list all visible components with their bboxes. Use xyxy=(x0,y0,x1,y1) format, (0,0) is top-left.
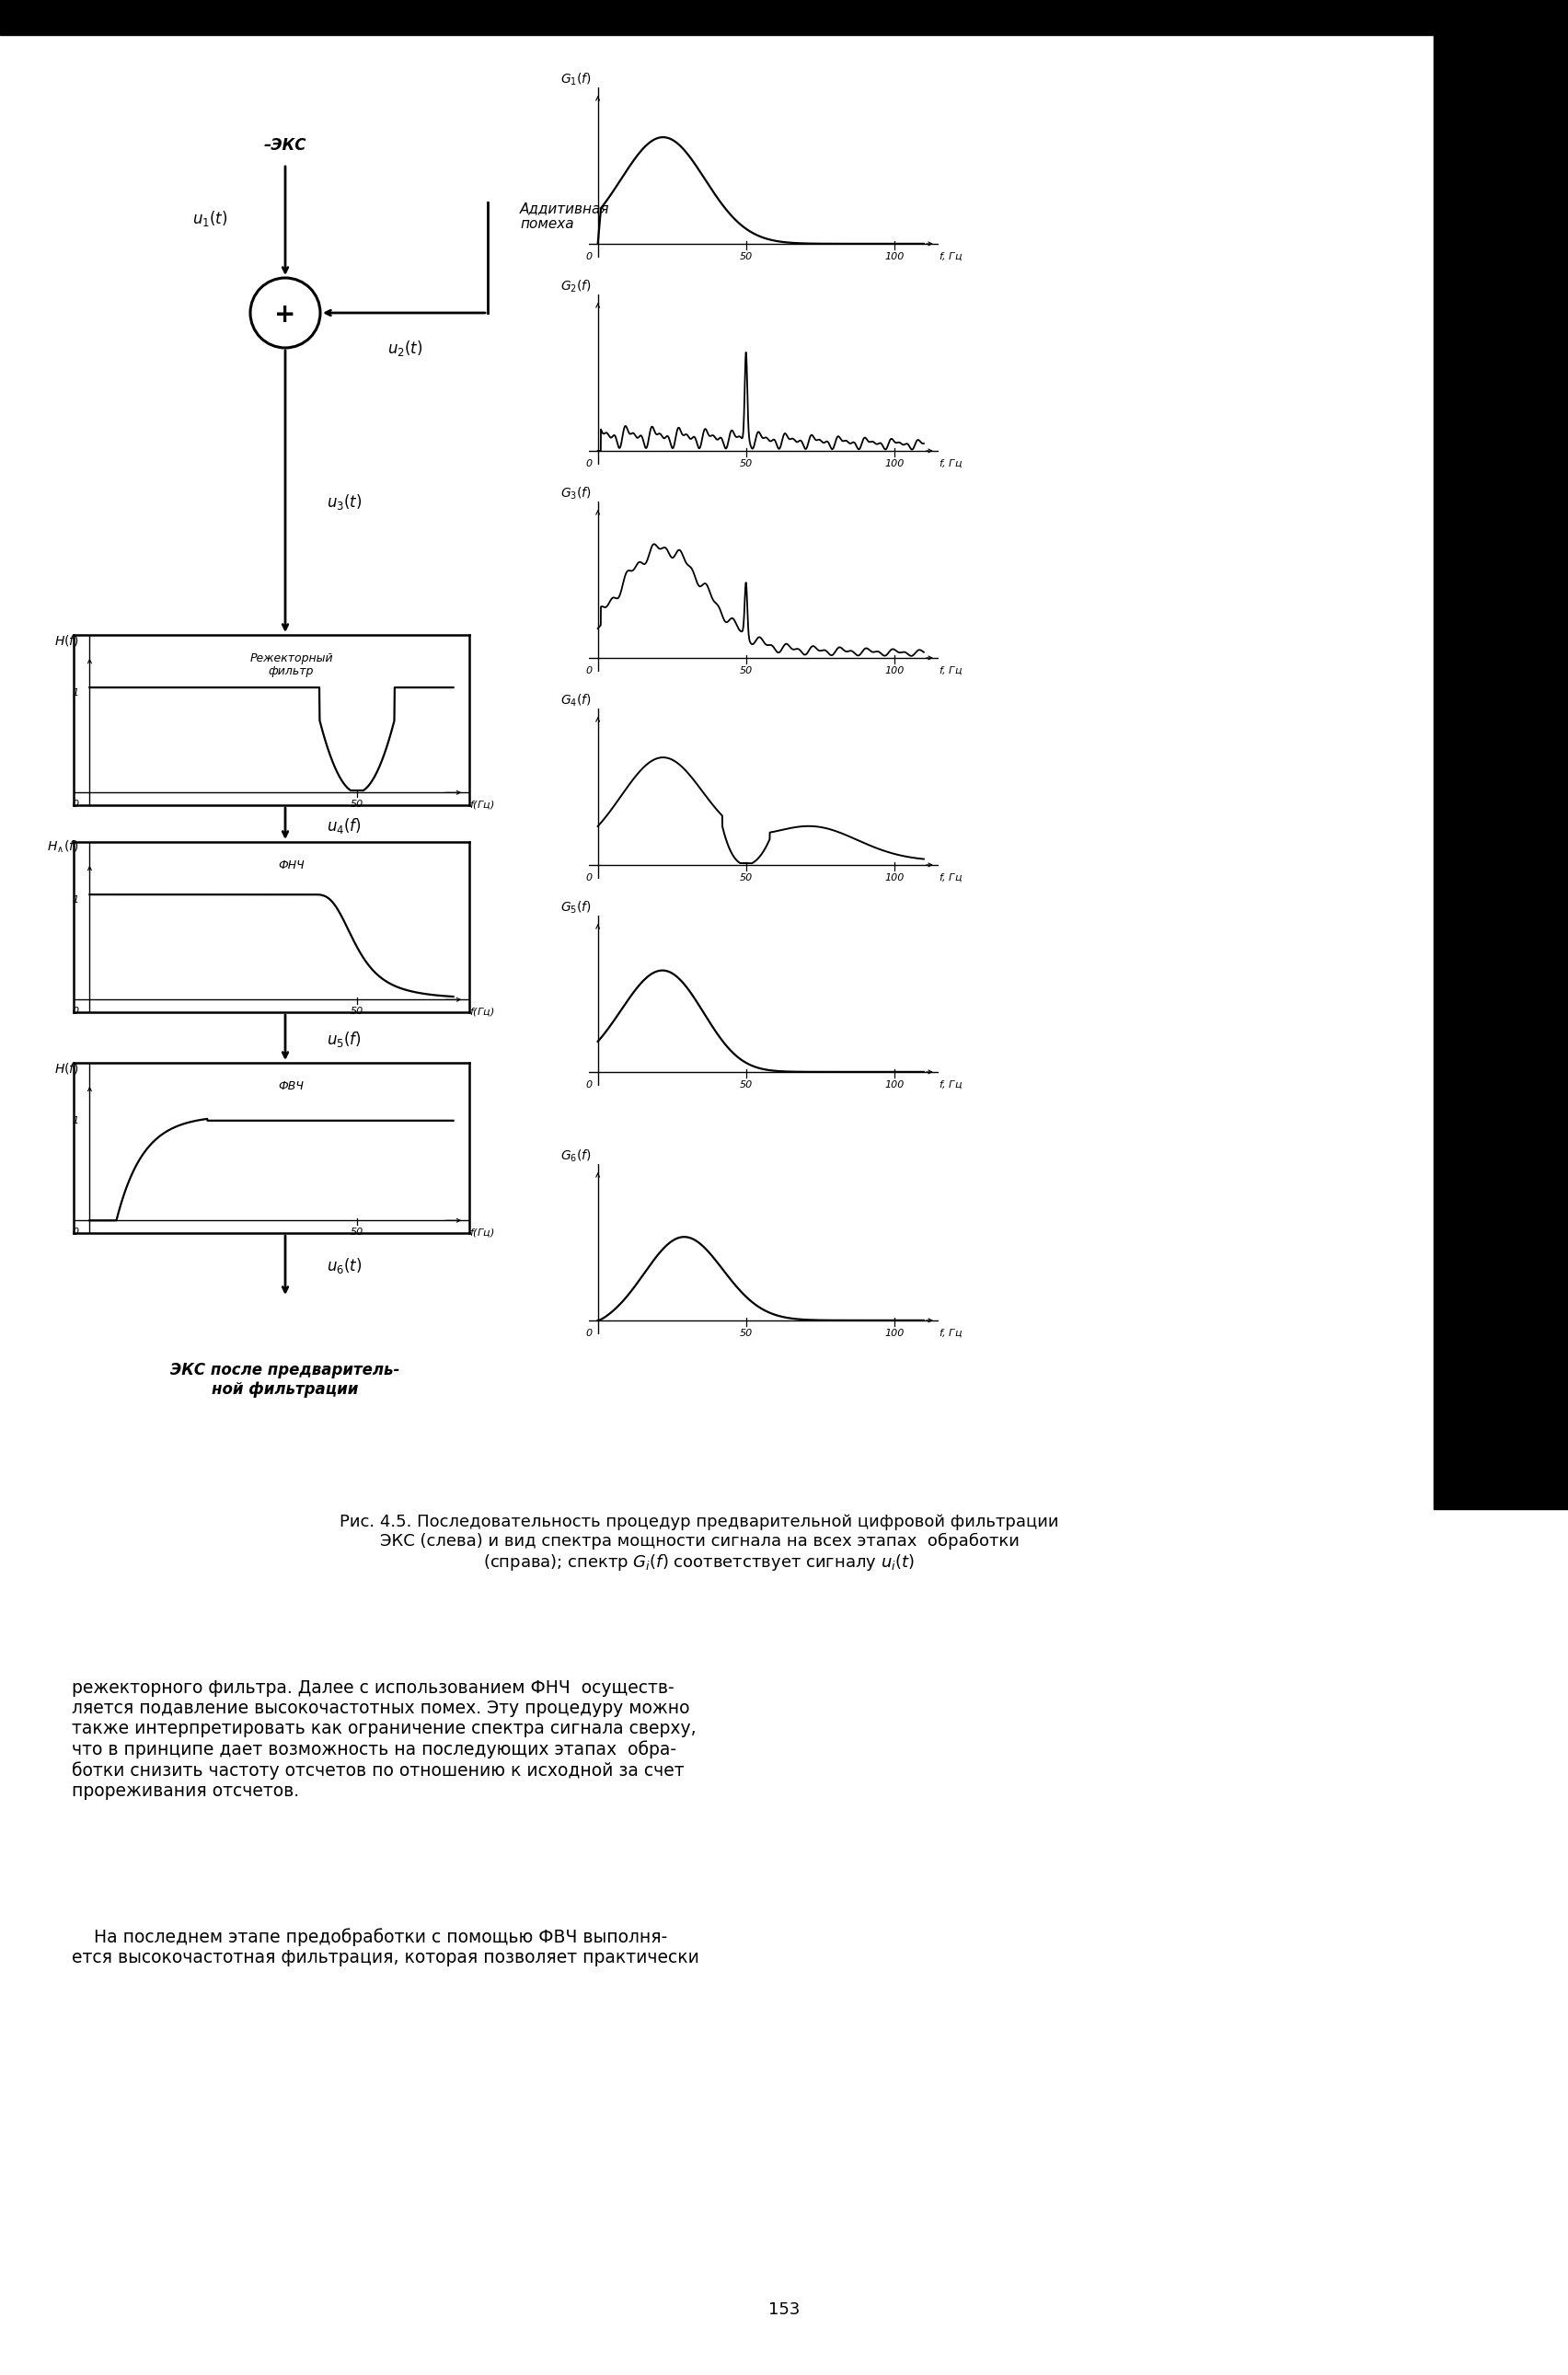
Text: $u_4(f)$: $u_4(f)$ xyxy=(326,817,362,836)
Text: 100: 100 xyxy=(884,252,905,261)
Text: 153: 153 xyxy=(768,2301,800,2318)
Text: $f$, Гц: $f$, Гц xyxy=(939,1078,963,1090)
Text: 50: 50 xyxy=(351,800,364,810)
Text: 50: 50 xyxy=(351,1228,364,1237)
Text: Аддитивная
помеха: Аддитивная помеха xyxy=(521,202,610,230)
Text: $G_6(f)$: $G_6(f)$ xyxy=(561,1147,591,1164)
Text: 0: 0 xyxy=(72,800,78,810)
Text: $f$(Гц): $f$(Гц) xyxy=(469,1228,494,1240)
Text: ФВЧ: ФВЧ xyxy=(279,1081,304,1092)
Text: $H_{\!\wedge\!}(f)$: $H_{\!\wedge\!}(f)$ xyxy=(47,838,78,855)
Text: 0: 0 xyxy=(72,1228,78,1237)
Text: 1: 1 xyxy=(72,1116,78,1126)
Text: $u_6(t)$: $u_6(t)$ xyxy=(326,1256,362,1275)
Text: $G_1(f)$: $G_1(f)$ xyxy=(561,71,591,88)
Text: 0: 0 xyxy=(585,1328,591,1337)
Text: ФНЧ: ФНЧ xyxy=(278,860,304,872)
Text: $u_3(t)$: $u_3(t)$ xyxy=(326,492,362,511)
Text: 100: 100 xyxy=(884,458,905,468)
Text: 0: 0 xyxy=(585,252,591,261)
Text: 100: 100 xyxy=(884,1328,905,1337)
Bar xyxy=(1433,0,1568,1508)
Text: $f$, Гц: $f$, Гц xyxy=(939,665,963,677)
Text: 0: 0 xyxy=(585,1081,591,1090)
Text: $f$, Гц: $f$, Гц xyxy=(939,252,963,264)
Text: На последнем этапе предобработки с помощью ФВЧ выполня-
ется высокочастотная фил: На последнем этапе предобработки с помощ… xyxy=(72,1928,699,1966)
Text: $f$, Гц: $f$, Гц xyxy=(939,872,963,884)
Text: 50: 50 xyxy=(740,874,753,881)
Text: $G_2(f)$: $G_2(f)$ xyxy=(561,278,591,294)
Text: 50: 50 xyxy=(740,252,753,261)
Text: $G_5(f)$: $G_5(f)$ xyxy=(561,900,591,917)
Text: 100: 100 xyxy=(884,1081,905,1090)
Text: $f$, Гц: $f$, Гц xyxy=(939,1328,963,1340)
Text: $f$(Гц): $f$(Гц) xyxy=(469,798,494,810)
Text: +: + xyxy=(274,302,296,328)
Text: Режекторный
фильтр: Режекторный фильтр xyxy=(249,653,332,677)
Text: $G_4(f)$: $G_4(f)$ xyxy=(561,694,591,708)
Text: ЭКС после предваритель-
ной фильтрации: ЭКС после предваритель- ной фильтрации xyxy=(171,1361,400,1396)
Text: 1: 1 xyxy=(72,689,78,698)
Text: 0: 0 xyxy=(585,458,591,468)
Text: 100: 100 xyxy=(884,665,905,674)
Text: 1: 1 xyxy=(72,895,78,905)
Text: 50: 50 xyxy=(740,1081,753,1090)
Text: 100: 100 xyxy=(884,874,905,881)
Text: $u_2(t)$: $u_2(t)$ xyxy=(387,340,423,359)
Text: $H(f)$: $H(f)$ xyxy=(55,1062,78,1076)
Text: 50: 50 xyxy=(740,458,753,468)
Text: $G_3(f)$: $G_3(f)$ xyxy=(561,484,591,501)
Text: 0: 0 xyxy=(585,874,591,881)
Bar xyxy=(0,0,1568,36)
Text: $u_5(f)$: $u_5(f)$ xyxy=(326,1031,362,1050)
Text: –ЭКС: –ЭКС xyxy=(263,138,307,154)
Text: 50: 50 xyxy=(351,1007,364,1017)
Text: режекторного фильтра. Далее с использованием ФНЧ  осуществ-
ляется подавление вы: режекторного фильтра. Далее с использова… xyxy=(72,1679,696,1800)
Text: $u_1(t)$: $u_1(t)$ xyxy=(193,209,229,228)
Text: 0: 0 xyxy=(72,1007,78,1017)
Text: 50: 50 xyxy=(740,1328,753,1337)
Text: Рис. 4.5. Последовательность процедур предварительной цифровой фильтрации
ЭКС (с: Рис. 4.5. Последовательность процедур пр… xyxy=(340,1513,1058,1572)
Text: $f$, Гц: $f$, Гц xyxy=(939,458,963,470)
Text: 0: 0 xyxy=(585,665,591,674)
Text: 50: 50 xyxy=(740,665,753,674)
Text: $f$(Гц): $f$(Гц) xyxy=(469,1007,494,1019)
Text: $H(f)$: $H(f)$ xyxy=(55,632,78,648)
